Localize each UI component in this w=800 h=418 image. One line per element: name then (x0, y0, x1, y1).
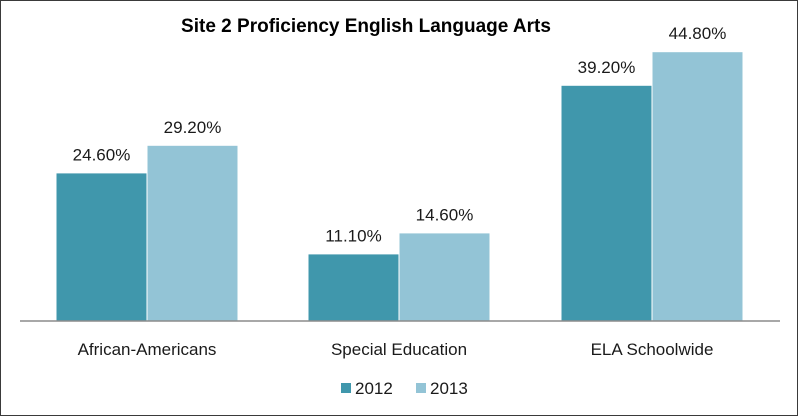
bar-special-education-2012 (308, 254, 399, 321)
category-label-special-education: Special Education (331, 340, 467, 359)
bar-ela-schoolwide-2012 (561, 85, 652, 321)
legend-label-2012: 2012 (355, 379, 393, 398)
value-label-ela-schoolwide-2013: 44.80% (669, 24, 727, 43)
bar-african-americans-2013 (147, 145, 238, 321)
value-label-african-americans-2013: 29.20% (164, 118, 222, 137)
value-label-special-education-2012: 11.10% (325, 226, 381, 245)
category-label-ela-schoolwide: ELA Schoolwide (591, 340, 714, 359)
value-label-african-americans-2012: 24.60% (73, 145, 131, 164)
legend: 2012 2013 (341, 379, 468, 398)
category-label-african-americans: African-Americans (78, 340, 217, 359)
chart-title: Site 2 Proficiency English Language Arts (181, 16, 551, 37)
bar-african-americans-2012 (56, 173, 147, 321)
value-label-ela-schoolwide-2012: 39.20% (578, 58, 636, 77)
bar-ela-schoolwide-2013 (652, 52, 743, 321)
legend-swatch-2013 (416, 383, 426, 393)
category-labels-group: African-Americans Special Education ELA Sc… (78, 340, 714, 359)
value-labels-group: 24.60% 29.20% 11.10% 14.60% 39.20% 44.80% (73, 24, 727, 245)
bars-group (56, 52, 743, 321)
bar-special-education-2013 (399, 233, 490, 321)
value-label-special-education-2013: 14.60% (416, 205, 474, 224)
legend-swatch-2012 (341, 383, 351, 393)
legend-label-2013: 2013 (430, 379, 468, 398)
